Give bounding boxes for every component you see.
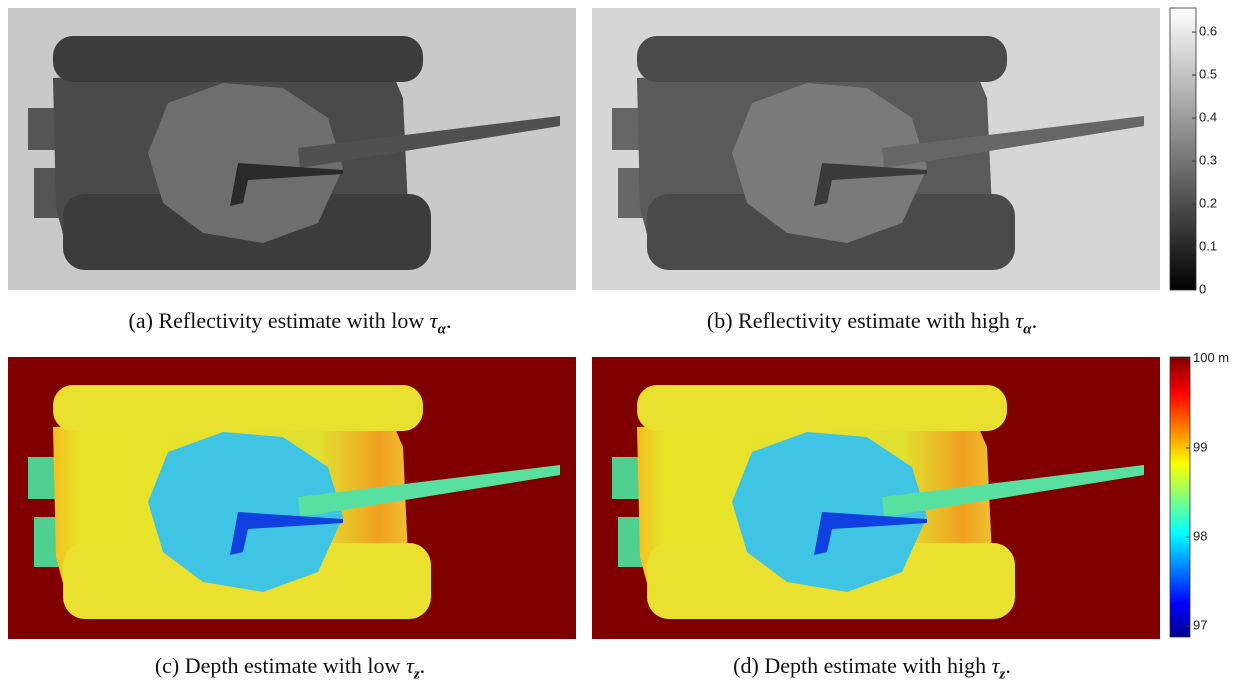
colorbar-tick-label: 0.5 [1199,66,1217,81]
track [53,36,423,82]
caption-math: τ [430,308,438,333]
colorbar-tick-label: 0.4 [1199,109,1217,124]
caption-label: (a) [129,308,153,333]
caption-text: Depth estimate with high [764,653,986,678]
figure-graphics: 0 0.1 0.2 0.3 0.4 0.5 0.6 97 98 99 100 m [0,0,1239,683]
track [637,36,1007,82]
caption-end: . [1032,308,1038,333]
caption-sub: α [438,321,446,337]
caption: (d) Depth estimate with high τz. [582,653,1162,683]
caption-label: (c) [155,653,179,678]
image-panel [592,357,1160,639]
colorbar-tick-label: 99 [1193,439,1207,454]
caption-text: Depth estimate with low [185,653,401,678]
colorbar-tick-label: 0.1 [1199,238,1217,253]
colorbar-tick-label: 0 [1199,281,1206,296]
colorbar [1170,8,1196,290]
caption-sub: α [1023,321,1031,337]
track [53,385,423,431]
colorbar-tick-label: 98 [1193,529,1207,544]
colorbar-tick-label: 0.2 [1199,195,1217,210]
caption: (a) Reflectivity estimate with low τα. [0,308,580,338]
figure: 0 0.1 0.2 0.3 0.4 0.5 0.6 97 98 99 100 m (a) Refle… [0,0,1239,683]
colorbar [1170,357,1190,637]
caption-end: . [1005,653,1011,678]
caption-label: (d) [733,653,759,678]
caption-math: τ [406,653,414,678]
colorbar-tick-label: 0.6 [1199,24,1217,39]
caption-text: Reflectivity estimate with high [738,308,1010,333]
image-panel [592,8,1160,290]
caption-text: Reflectivity estimate with low [158,308,424,333]
caption-end: . [446,308,452,333]
caption-label: (b) [707,308,733,333]
image-panel [8,8,576,290]
caption: (c) Depth estimate with low τz. [0,653,580,683]
colorbar-tick-label: 97 [1193,618,1207,633]
colorbar-tick-label: 0.3 [1199,152,1217,167]
track [637,385,1007,431]
caption: (b) Reflectivity estimate with high τα. [582,308,1162,338]
colorbar-tick-label: 100 m [1193,350,1229,365]
image-panel [8,357,576,639]
caption-end: . [420,653,426,678]
